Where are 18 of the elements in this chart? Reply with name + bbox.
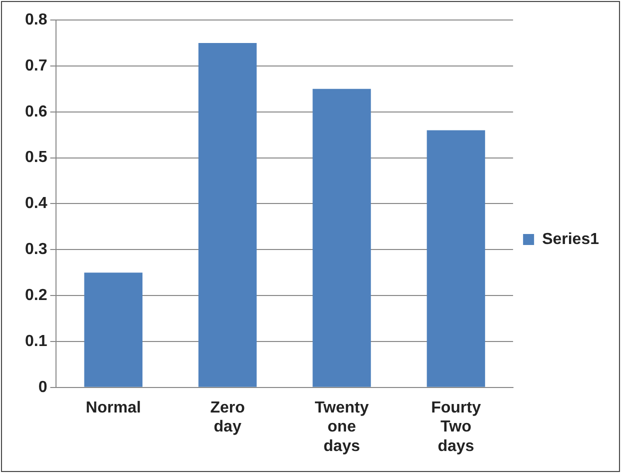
y-tick-label: 0.7	[24, 57, 48, 74]
bar	[426, 130, 486, 387]
y-tick-label: 0.8	[24, 11, 48, 28]
y-tick-label: 0.4	[24, 195, 48, 212]
x-tick-label: Normal	[86, 399, 141, 416]
legend-label: Series1	[542, 230, 600, 248]
x-tick-label: Twenty one days	[314, 399, 369, 455]
bar	[312, 88, 371, 387]
y-tick-label: 0.1	[24, 332, 48, 350]
bar	[198, 42, 257, 387]
x-tick-label: Fourty Two days	[431, 399, 481, 455]
x-tick-label: Zero day	[210, 399, 246, 436]
y-tick-label: 0.2	[24, 286, 48, 304]
y-tick-label: 0.3	[24, 241, 48, 258]
y-tick-label: 0.6	[24, 103, 48, 120]
y-tick-label: 0	[38, 378, 48, 396]
bar	[84, 272, 142, 387]
y-tick-label: 0.5	[24, 149, 48, 166]
